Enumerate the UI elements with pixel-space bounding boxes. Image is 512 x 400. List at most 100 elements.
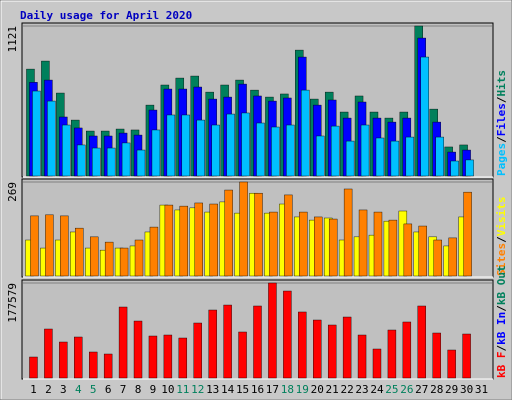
x-tick-label: 9 — [150, 383, 157, 396]
x-tick-label: 27 — [415, 383, 428, 396]
bar — [254, 192, 263, 277]
bar — [208, 309, 217, 379]
bar — [301, 89, 310, 177]
x-tick-label: 19 — [296, 383, 309, 396]
x-tick-label: 20 — [311, 383, 324, 396]
bar — [32, 90, 41, 177]
bar — [90, 236, 99, 277]
bar — [239, 181, 248, 277]
bar — [268, 282, 277, 379]
bar — [313, 319, 322, 379]
bar — [89, 351, 98, 379]
bar — [133, 320, 143, 379]
bar — [447, 349, 456, 379]
bar — [238, 331, 247, 379]
x-tick-label: 23 — [355, 383, 368, 396]
x-tick-label: 6 — [105, 383, 112, 396]
bar — [74, 336, 83, 379]
legend-separator: / — [495, 96, 508, 103]
x-tick-label: 8 — [135, 383, 142, 396]
legend-entry: kB Out — [495, 265, 508, 305]
legend-entry: kB F — [495, 352, 508, 379]
bar — [328, 218, 338, 277]
bar — [59, 341, 68, 379]
bar — [224, 189, 233, 277]
x-tick-label: 21 — [326, 383, 339, 396]
legend-separator: / — [495, 345, 508, 352]
bar — [388, 219, 398, 277]
bar — [211, 124, 220, 177]
bar — [375, 137, 385, 177]
bar — [342, 316, 352, 379]
x-tick-label: 10 — [161, 383, 174, 396]
bar — [358, 209, 368, 277]
bar — [299, 211, 308, 277]
bar — [256, 122, 265, 177]
legend-entry: Hits — [495, 70, 508, 97]
bar — [134, 239, 144, 277]
bar — [118, 306, 128, 379]
bar — [418, 225, 427, 277]
bar — [403, 223, 413, 277]
bar — [148, 335, 158, 379]
bar — [209, 203, 218, 277]
bar — [343, 188, 353, 277]
bar — [387, 329, 397, 379]
bar — [30, 215, 39, 277]
x-tick-label: 4 — [75, 383, 82, 396]
legend-separator: / — [495, 305, 508, 312]
x-tick-label: 3 — [60, 383, 67, 396]
bar — [463, 191, 472, 277]
bar — [345, 140, 355, 177]
bar — [402, 321, 412, 379]
bar — [163, 334, 173, 379]
bar — [373, 211, 383, 277]
x-tick-label: 15 — [236, 383, 249, 396]
legend-separator: / — [495, 136, 508, 143]
x-tick-label: 28 — [430, 383, 443, 396]
legend-entry: Files — [495, 103, 508, 136]
x-tick-label: 24 — [370, 383, 384, 396]
bar — [193, 322, 202, 379]
bar — [119, 247, 129, 277]
legend-entry: Visits — [495, 197, 508, 237]
x-tick-label: 29 — [445, 383, 458, 396]
x-tick-label: 30 — [460, 383, 473, 396]
bar — [286, 124, 295, 177]
legend-entry: Pages — [495, 143, 508, 176]
bar — [151, 129, 161, 177]
x-tick-label: 2 — [45, 383, 52, 396]
x-tick-label: 17 — [266, 383, 279, 396]
bar — [283, 290, 292, 379]
bar — [60, 215, 69, 277]
bar — [314, 216, 323, 277]
x-tick-label: 13 — [206, 383, 219, 396]
x-tick-label: 12 — [191, 383, 204, 396]
bar — [405, 136, 415, 177]
bar — [178, 337, 188, 379]
bar — [166, 114, 176, 177]
x-tick-label: 11 — [176, 383, 189, 396]
x-tick-label: 1 — [30, 383, 37, 396]
bar — [316, 135, 325, 177]
bar — [435, 136, 444, 177]
bar — [271, 126, 280, 177]
bar — [269, 211, 278, 277]
bar — [420, 56, 429, 177]
bar — [44, 328, 53, 379]
bar — [196, 119, 205, 177]
bar — [417, 305, 426, 379]
bar — [75, 227, 84, 277]
bar — [372, 348, 382, 379]
x-tick-label: 18 — [281, 383, 294, 396]
y-tick-label: 177579 — [6, 283, 19, 323]
bar — [330, 125, 340, 177]
bar — [465, 159, 474, 177]
bar — [241, 112, 250, 177]
legend-entry: Sites — [495, 243, 508, 276]
bar — [62, 124, 71, 177]
bar — [433, 239, 442, 277]
bar — [223, 304, 232, 379]
bar — [390, 140, 400, 177]
